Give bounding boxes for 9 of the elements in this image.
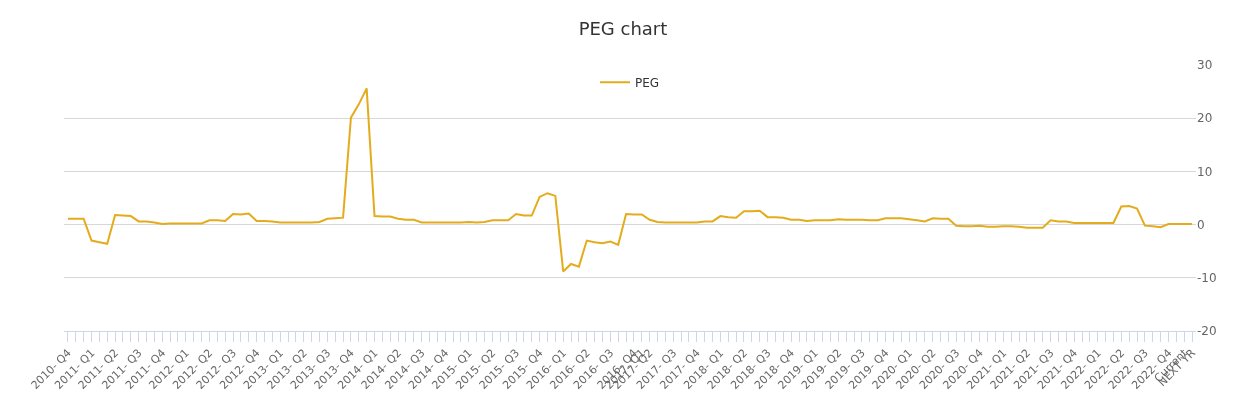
- y-tick-label: -10: [1197, 271, 1217, 285]
- y-tick-label: -20: [1197, 324, 1217, 339]
- legend-label: PEG: [635, 75, 660, 90]
- y-tick-label: 30: [1197, 58, 1213, 73]
- line-series: [66, 87, 1194, 273]
- y-tick-label: 10: [1197, 164, 1213, 179]
- y-tick-label: 0: [1197, 217, 1205, 232]
- chart-title: PEG chart: [578, 17, 668, 39]
- y-tick-label: 20: [1197, 111, 1213, 126]
